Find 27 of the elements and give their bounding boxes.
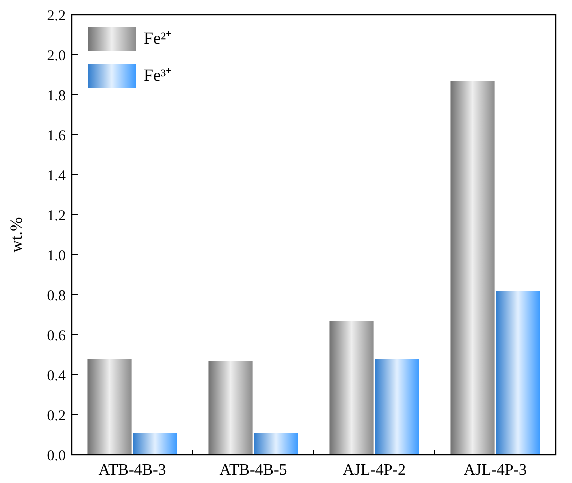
y-tick-label: 1.0 xyxy=(47,248,66,264)
x-tick-label: ATB-4B-5 xyxy=(220,462,288,479)
bar xyxy=(330,321,374,455)
bar xyxy=(450,81,495,455)
y-tick-label: 0.8 xyxy=(47,288,66,304)
legend-label: Fe³⁺ xyxy=(144,66,172,85)
y-tick-label: 2.2 xyxy=(47,8,66,24)
legend-label: Fe²⁺ xyxy=(144,29,172,48)
y-tick-label: 0.0 xyxy=(47,448,66,464)
x-tick-label: AJL-4P-3 xyxy=(464,462,528,479)
bar xyxy=(496,291,540,455)
y-tick-label: 0.6 xyxy=(47,328,66,344)
bar xyxy=(254,433,298,455)
y-tick-label: 0.4 xyxy=(47,368,66,384)
bar xyxy=(133,433,178,455)
y-tick-label: 0.2 xyxy=(47,408,66,424)
y-tick-label: 1.4 xyxy=(47,168,66,184)
x-tick-label: AJL-4P-2 xyxy=(342,462,406,479)
bar xyxy=(375,359,420,455)
y-axis-title: wt.% xyxy=(7,217,26,253)
y-tick-label: 1.2 xyxy=(47,208,66,224)
bar xyxy=(208,361,253,455)
y-tick-label: 2.0 xyxy=(47,48,66,64)
bar xyxy=(88,359,132,455)
y-tick-label: 1.8 xyxy=(47,88,66,104)
y-tick-label: 1.6 xyxy=(47,128,66,144)
x-tick-label: ATB-4B-3 xyxy=(98,462,166,479)
